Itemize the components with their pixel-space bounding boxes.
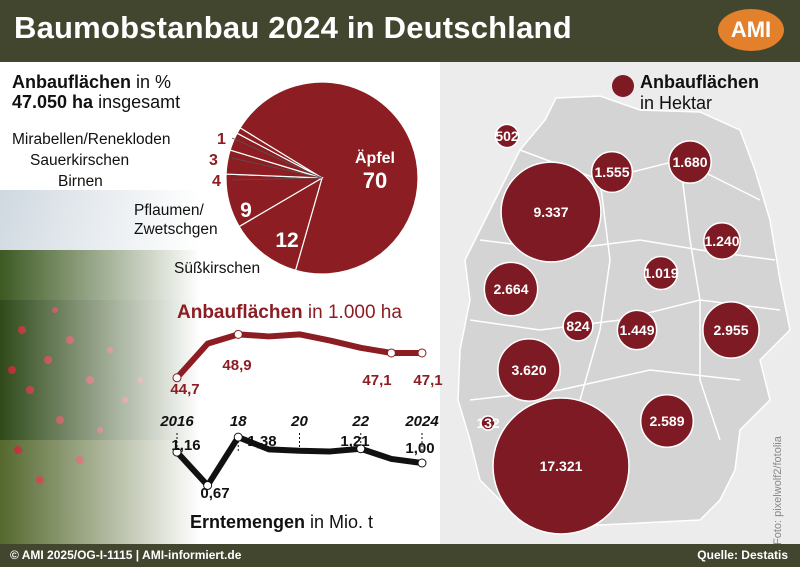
pie-heading: Anbauflächen in % 47.050 ha insgesamt <box>12 72 180 112</box>
page-title: Baumobstanbau 2024 in Deutschland <box>14 10 572 45</box>
pie-label-pflaumen-2: Zwetschgen <box>134 221 218 238</box>
x-tick-label: 20 <box>290 413 308 430</box>
pie-label-apples-name: Äpfel <box>355 149 395 167</box>
map-bubble <box>643 255 679 291</box>
harvest-heading-rest: in Mio. t <box>305 512 374 532</box>
pie-heading-bold: Anbauflächen <box>12 72 132 92</box>
pie-slice <box>236 127 323 179</box>
photo-credit: Foto: pixelwolf2/fotolia <box>772 436 784 545</box>
map-bubble <box>483 261 539 317</box>
harvest-data-label: 0,67 <box>200 485 229 502</box>
pie-label-pflaumen-1: Pflaumen/ <box>134 202 204 219</box>
map-bubble-label: 9.337 <box>533 204 568 220</box>
area-data-label: 44,7 <box>170 381 199 398</box>
pie-leader-line <box>231 157 323 179</box>
x-tick-label: 2016 <box>159 413 194 430</box>
map-bubble-label: 1.019 <box>643 265 678 281</box>
footer-bar: © AMI 2025/OG-I-1115 | AMI-informiert.de… <box>0 544 800 567</box>
harvest-line <box>174 434 425 489</box>
map-bubble <box>616 309 658 351</box>
area-line <box>174 331 425 381</box>
x-tick-label: 2024 <box>404 413 439 430</box>
pie-leader-line <box>231 177 323 181</box>
area-data-label: 48,9 <box>222 357 251 374</box>
header-bar: Baumobstanbau 2024 in Deutschland AMI <box>0 0 800 62</box>
harvest-data-label: 1,21 <box>340 433 369 450</box>
harvest-data-label: 1,38 <box>247 433 276 450</box>
pie-heading-rest: in % <box>131 72 172 92</box>
pie-label-3: Birnen <box>58 173 103 190</box>
harvest-point <box>356 444 366 454</box>
map-bubble-label: 1.240 <box>704 233 739 249</box>
map-legend-bold: Anbauflächen <box>640 72 760 92</box>
pie-label-5: Mirabellen/Renekloden <box>12 131 171 148</box>
map-bubble <box>639 393 695 449</box>
area-heading-rest: in 1.000 ha <box>302 302 402 323</box>
pie-value-pflaumen: 9 <box>240 199 252 222</box>
pie-total-rest: insgesamt <box>93 92 181 112</box>
map-bubble-label: 3.620 <box>511 362 546 378</box>
harvest-point <box>172 447 182 457</box>
pie-value-3: 4 <box>212 173 221 190</box>
harvest-heading-bold: Erntemengen <box>190 512 306 532</box>
area-heading-bold: Anbauflächen <box>177 302 303 323</box>
harvest-data-label: 1,16 <box>171 437 200 454</box>
map-legend-dot <box>612 75 634 97</box>
orchard-photo <box>0 190 200 544</box>
map-bubble-label: 1.449 <box>619 322 654 338</box>
area-data-label: 47,1 <box>362 372 391 389</box>
x-tick-label: 22 <box>351 413 369 430</box>
pie-label-apples-value: 70 <box>363 168 387 193</box>
pie-value-4: 3 <box>209 152 218 169</box>
map-bubble-label: 1.680 <box>672 154 707 170</box>
pie-total-bold: 47.050 ha <box>12 92 94 112</box>
map-bubble <box>702 301 760 359</box>
pie-value-suesskirschen: 12 <box>275 229 298 252</box>
map-bubble <box>590 150 634 194</box>
harvest-line-heading: Erntemengen in Mio. t <box>190 512 373 533</box>
map-bubble <box>492 397 630 535</box>
pie-slice <box>238 176 323 272</box>
map-bubble-label: 132 <box>476 415 500 431</box>
map-bubble <box>562 310 594 342</box>
ami-logo: AMI <box>718 9 784 51</box>
area-line-heading: Anbauflächen in 1.000 ha <box>177 302 402 324</box>
map-bubble-label: 1.555 <box>594 164 629 180</box>
map-bubble <box>497 338 561 402</box>
area-data-label: 47,1 <box>413 372 442 389</box>
map-bubble-label: 2.664 <box>493 281 528 297</box>
map-bubble-label: 502 <box>495 128 519 144</box>
area-point <box>386 348 396 358</box>
footer-copyright: © AMI 2025/OG-I-1115 | AMI-informiert.de <box>10 548 242 562</box>
map-bubble <box>480 415 496 431</box>
map-bubble <box>703 222 741 260</box>
pie-slice <box>239 81 419 275</box>
area-point <box>172 373 182 383</box>
area-point <box>417 348 427 358</box>
footer-source: Quelle: Destatis <box>697 548 788 562</box>
map-bubble-label: 17.321 <box>540 458 583 474</box>
map-bubble <box>668 140 712 184</box>
pie-label-suesskirschen: Süßkirschen <box>174 260 260 277</box>
pie-leader-line <box>231 137 323 179</box>
harvest-point <box>233 432 243 442</box>
map-bubble-label: 824 <box>566 318 590 334</box>
map-bubble <box>500 161 602 263</box>
map-bubble-label: 2.955 <box>713 322 748 338</box>
harvest-point <box>203 480 213 490</box>
map-bubble-label: 2.589 <box>649 413 684 429</box>
map-legend-rest: in Hektar <box>640 93 713 113</box>
map-bubble <box>494 123 520 149</box>
map-legend: Anbauflächen in Hektar <box>640 72 759 114</box>
area-point <box>233 329 243 339</box>
x-tick-label: 18 <box>230 413 247 430</box>
harvest-data-label: 1,00 <box>405 440 434 457</box>
pie-label-4: Sauerkirschen <box>30 152 129 169</box>
pie-value-5: 1 <box>217 131 226 148</box>
harvest-point <box>417 458 427 468</box>
